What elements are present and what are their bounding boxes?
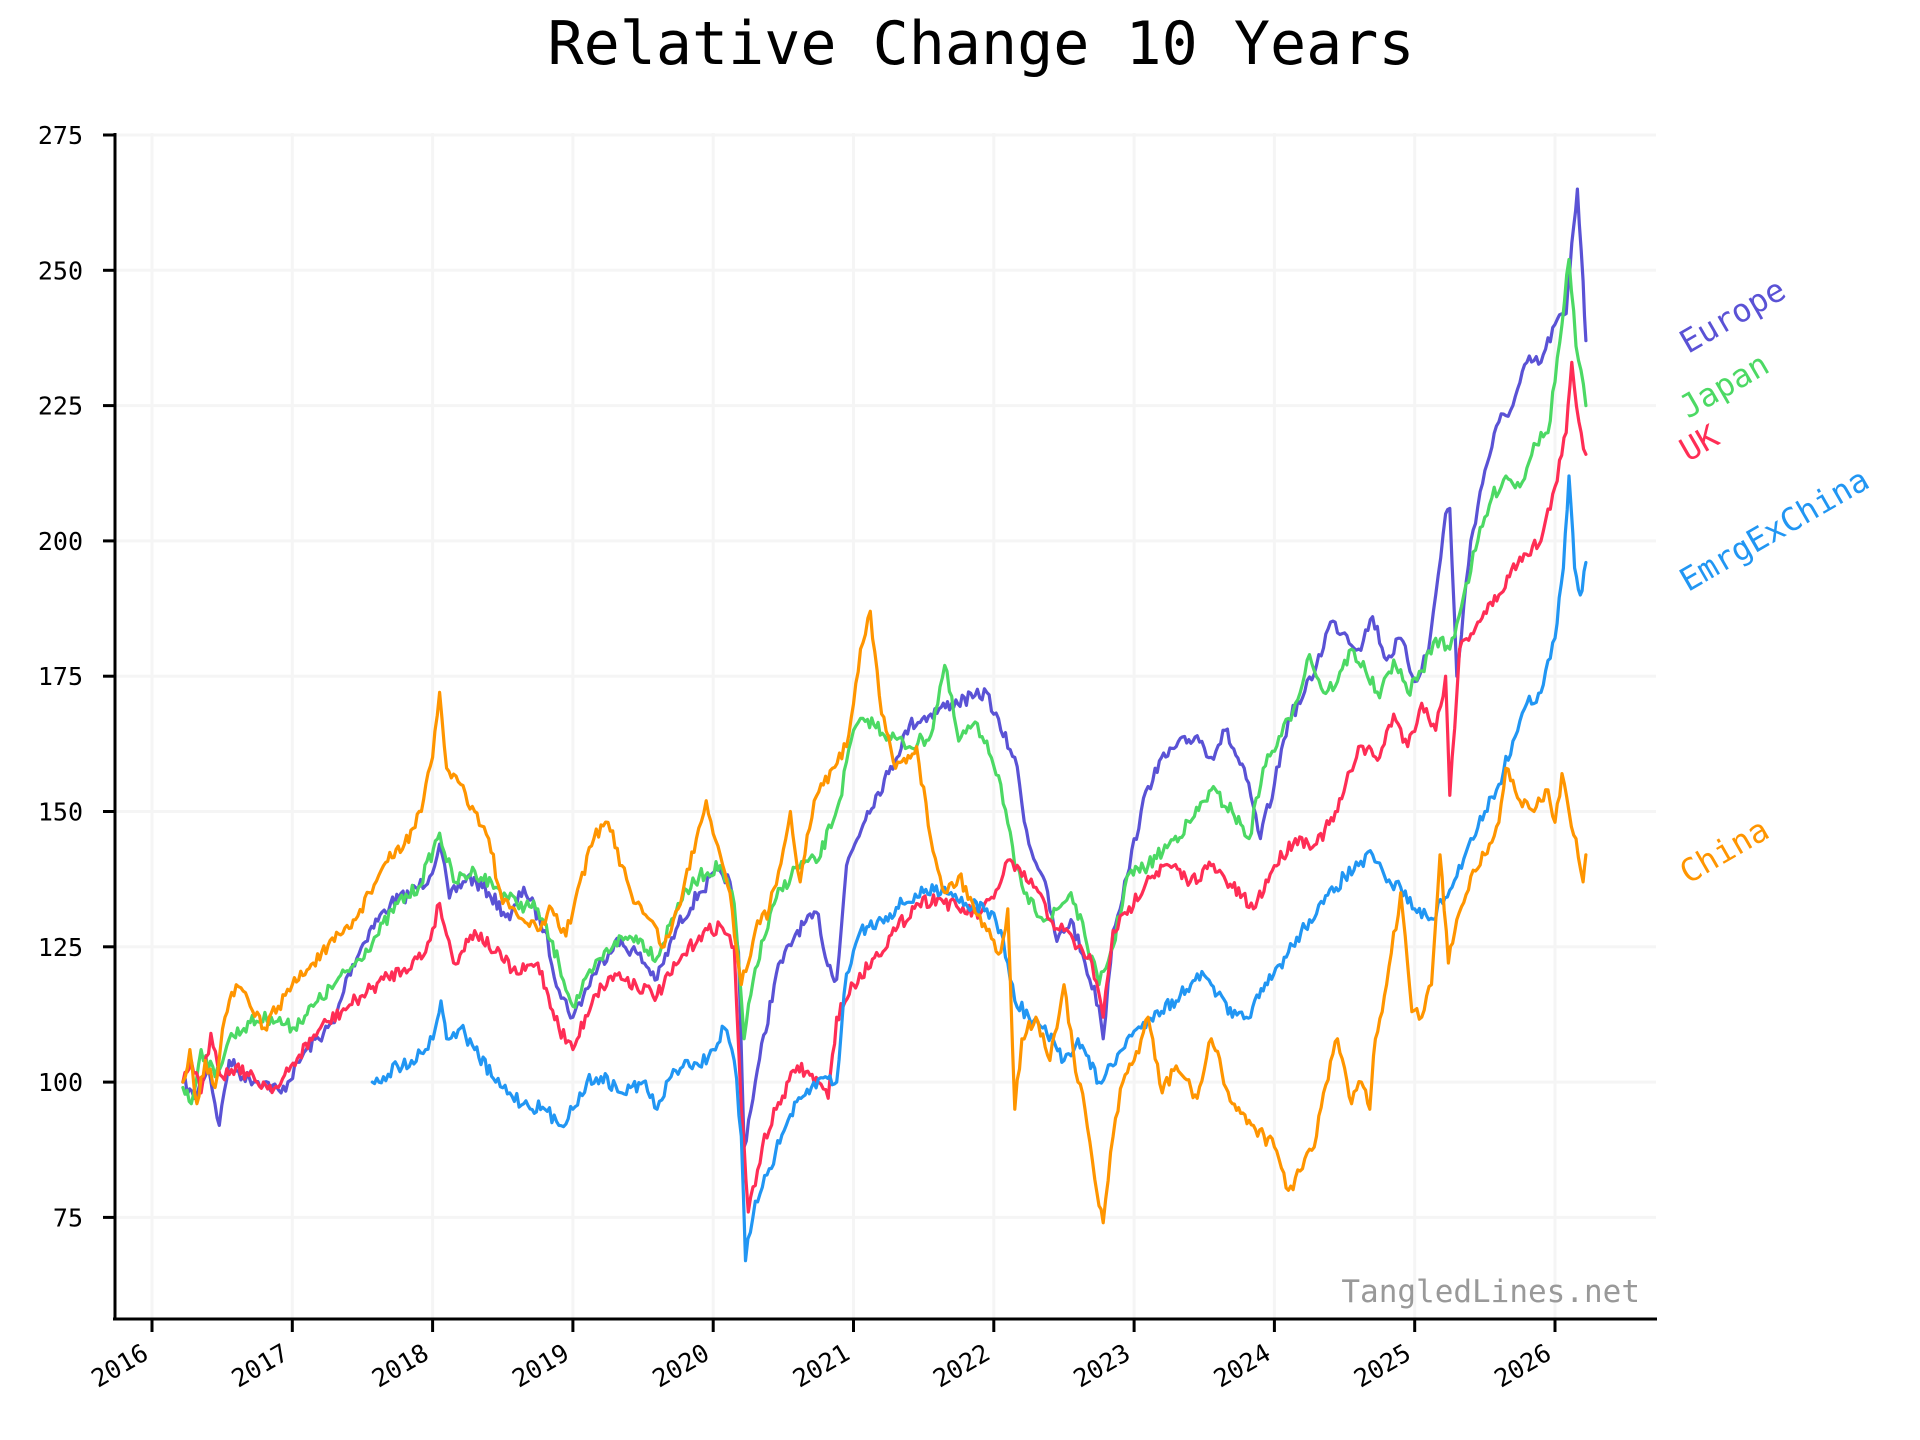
x-tick-label: 2016 (86, 1338, 153, 1393)
series-label-uk: UK (1673, 417, 1726, 470)
y-tick-label: 200 (38, 527, 83, 556)
y-tick-label: 125 (38, 933, 83, 962)
series-label-japan: Japan (1673, 345, 1775, 426)
watermark: TangledLines.net (1341, 1274, 1640, 1310)
x-tick-label: 2021 (788, 1338, 855, 1393)
gridlines (115, 133, 1656, 1318)
x-tick-label: 2024 (1209, 1338, 1276, 1393)
series-label-europe: Europe (1673, 270, 1792, 361)
x-tick-label: 2019 (507, 1338, 574, 1393)
x-tick-label: 2020 (648, 1338, 715, 1393)
series-label-emrgexchina: EmrgExChina (1673, 460, 1876, 599)
x-tick-label: 2023 (1068, 1338, 1135, 1393)
y-tick-label: 175 (38, 662, 83, 691)
x-tick-label: 2017 (227, 1338, 294, 1393)
series-lines (181, 187, 1588, 1263)
y-tick-label: 225 (38, 392, 83, 421)
series-label-china: China (1673, 810, 1775, 891)
series-line-europe (181, 187, 1588, 1149)
x-tick-label: 2022 (928, 1338, 995, 1393)
x-tick-label: 2018 (367, 1338, 434, 1393)
x-tick-label: 2026 (1489, 1338, 1556, 1393)
series-line-emrgexchina (370, 474, 1588, 1263)
y-axis-ticks: 75 100 125 150 175 200 225 250 275 (38, 121, 115, 1232)
y-tick-label: 275 (38, 121, 83, 150)
series-line-uk (181, 360, 1588, 1214)
chart-title: Relative Change 10 Years (548, 9, 1415, 79)
y-tick-label: 150 (38, 798, 83, 827)
x-tick-label: 2025 (1349, 1338, 1416, 1393)
y-tick-label: 75 (53, 1203, 83, 1232)
y-tick-label: 100 (38, 1068, 83, 1097)
y-tick-label: 250 (38, 256, 83, 285)
series-line-china (181, 609, 1588, 1225)
series-line-japan (181, 257, 1588, 1106)
axes (113, 133, 1657, 1321)
x-axis-ticks: 2016 2017 2018 2019 2020 2021 2022 2023 2024 2025… (86, 1319, 1557, 1393)
